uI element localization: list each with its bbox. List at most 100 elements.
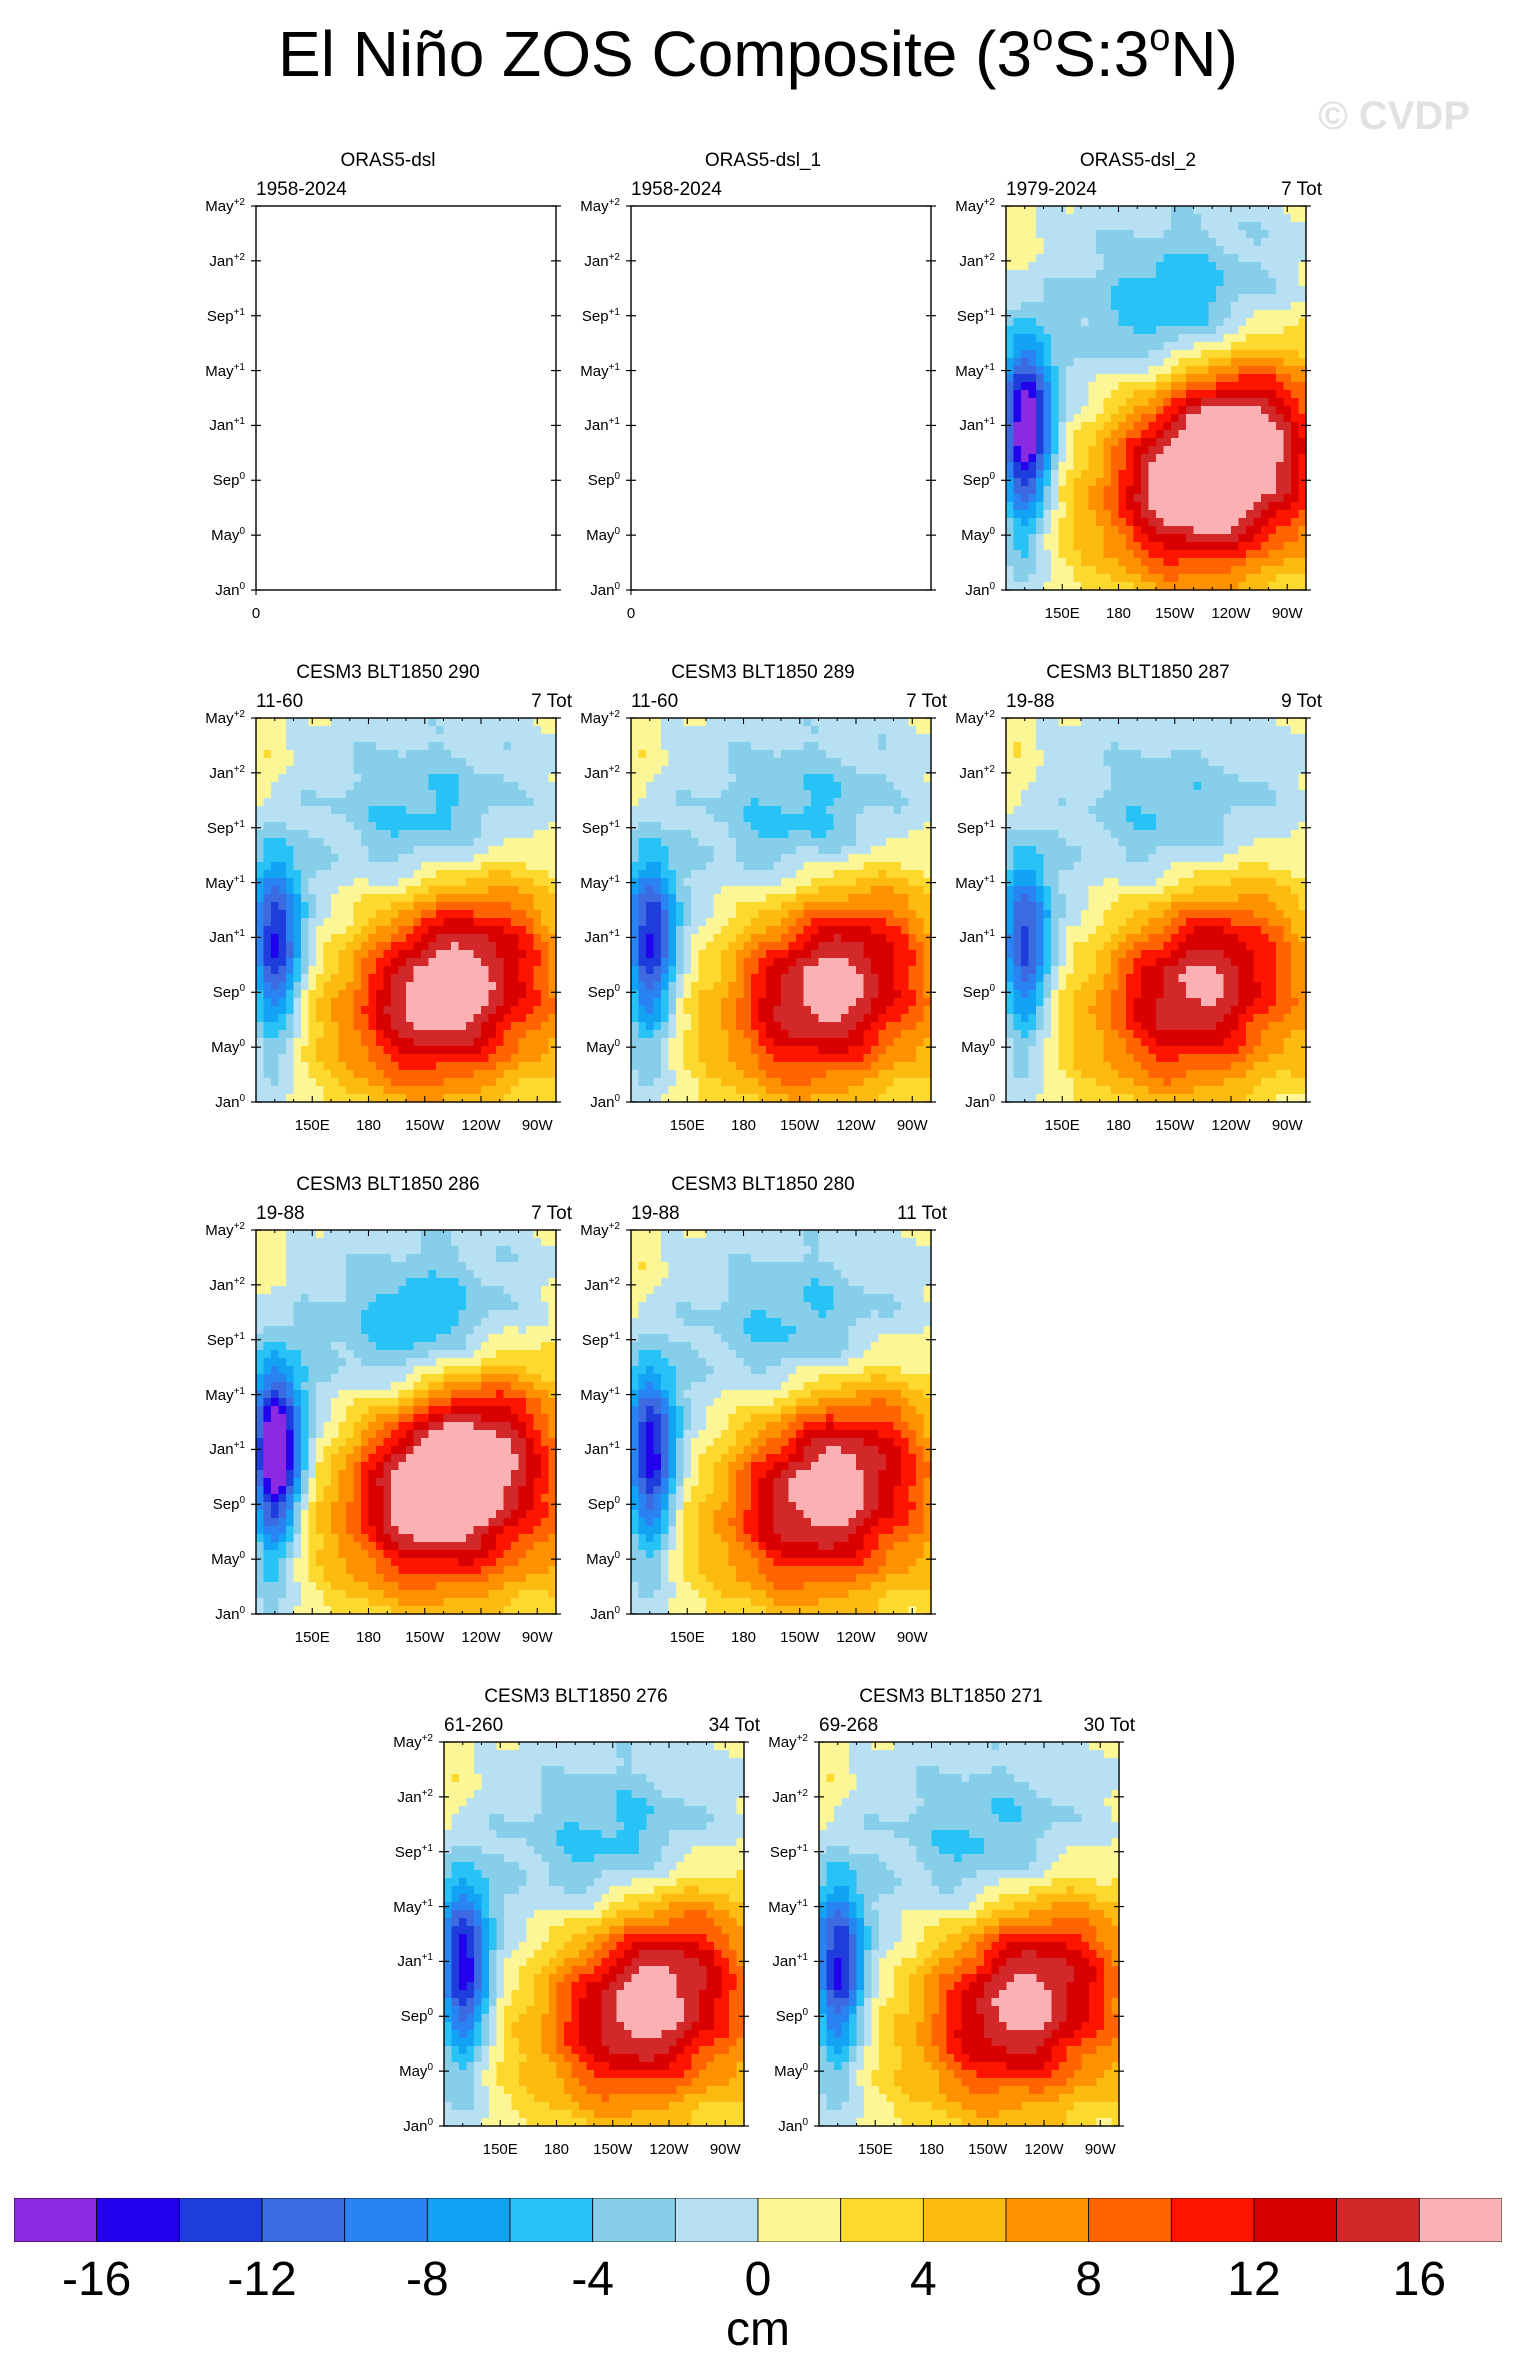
heatmap-cell: [361, 1070, 370, 1079]
heatmap-cell: [316, 814, 325, 823]
heatmap-cell: [323, 926, 332, 935]
heatmap-cell: [638, 790, 647, 799]
heatmap-cell: [308, 1014, 317, 1023]
heatmap-cell: [683, 750, 692, 759]
heatmap-cell: [758, 974, 767, 983]
heatmap-cell: [518, 998, 527, 1007]
heatmap-cell: [676, 790, 685, 799]
heatmap-cell: [1171, 374, 1180, 383]
heatmap-cell: [548, 798, 557, 807]
heatmap-cell: [721, 1086, 730, 1095]
heatmap-cell: [316, 806, 325, 815]
heatmap-cell: [518, 838, 527, 847]
heatmap-cell: [1148, 494, 1157, 503]
heatmap-cell: [1156, 222, 1165, 231]
heatmap-cell: [1081, 542, 1090, 551]
heatmap-cell: [1178, 470, 1187, 479]
heatmap-cell: [316, 910, 325, 919]
heatmap-cell: [1126, 494, 1135, 503]
heatmap-cell: [1231, 502, 1240, 511]
heatmap-cell: [1201, 406, 1210, 415]
heatmap-cell: [1103, 550, 1112, 559]
heatmap-cell: [1201, 358, 1210, 367]
heatmap-cell: [706, 830, 715, 839]
heatmap-cell: [436, 1022, 445, 1031]
heatmap-cell: [1208, 398, 1217, 407]
heatmap-cell: [1193, 534, 1202, 543]
heatmap-cell: [316, 1046, 325, 1055]
heatmap-cell: [1088, 238, 1097, 247]
heatmap-cell: [526, 1038, 535, 1047]
x-tick-label: 120W: [1211, 605, 1251, 622]
heatmap-cell: [331, 814, 340, 823]
heatmap-cell: [323, 718, 332, 727]
heatmap-cell: [1163, 486, 1172, 495]
heatmap-cell: [1298, 374, 1307, 383]
heatmap-cell: [511, 1022, 520, 1031]
heatmap-cell: [1208, 566, 1217, 575]
heatmap-cell: [728, 1046, 737, 1055]
heatmap-cell: [361, 790, 370, 799]
heatmap-cell: [1171, 310, 1180, 319]
heatmap-cell: [391, 926, 400, 935]
heatmap-cell: [443, 742, 452, 751]
heatmap-cell: [526, 982, 535, 991]
heatmap-cell: [1193, 254, 1202, 263]
heatmap-cell: [1231, 334, 1240, 343]
heatmap-cell: [451, 806, 460, 815]
heatmap-cell: [316, 1062, 325, 1071]
heatmap-cell: [1291, 510, 1300, 519]
heatmap-cell: [1043, 318, 1052, 327]
heatmap-cell: [323, 1014, 332, 1023]
heatmap-cell: [368, 950, 377, 959]
heatmap-cell: [263, 990, 272, 999]
heatmap-cell: [1058, 454, 1067, 463]
heatmap-cell: [1133, 334, 1142, 343]
heatmap-cell: [466, 1030, 475, 1039]
heatmap-cell: [518, 1054, 527, 1063]
heatmap-cell: [698, 918, 707, 927]
heatmap-cell: [436, 998, 445, 1007]
heatmap-cell: [1216, 342, 1225, 351]
heatmap-cell: [1118, 262, 1127, 271]
heatmap-cell: [683, 734, 692, 743]
heatmap-cell: [526, 1006, 535, 1015]
heatmap-cell: [1081, 446, 1090, 455]
heatmap-cell: [683, 1054, 692, 1063]
heatmap-cell: [421, 782, 430, 791]
heatmap-cell: [631, 870, 640, 879]
heatmap-cell: [256, 998, 265, 1007]
heatmap-cell: [668, 942, 677, 951]
heatmap-cell: [286, 742, 295, 751]
heatmap-cell: [548, 846, 557, 855]
heatmap-cell: [691, 838, 700, 847]
heatmap-cell: [1216, 390, 1225, 399]
heatmap-cell: [1238, 214, 1247, 223]
heatmap-cell: [1223, 542, 1232, 551]
heatmap-cell: [511, 1054, 520, 1063]
heatmap-cell: [526, 822, 535, 831]
heatmap-cell: [1276, 542, 1285, 551]
heatmap-cell: [758, 870, 767, 879]
heatmap-cell: [391, 1070, 400, 1079]
heatmap-cell: [1298, 454, 1307, 463]
heatmap-cell: [376, 942, 385, 951]
heatmap-cell: [1276, 414, 1285, 423]
heatmap-cell: [346, 790, 355, 799]
heatmap-cell: [1013, 254, 1022, 263]
heatmap-cell: [1276, 254, 1285, 263]
heatmap-cell: [766, 766, 775, 775]
heatmap-cell: [1103, 494, 1112, 503]
heatmap-cell: [721, 798, 730, 807]
heatmap-cell: [443, 766, 452, 775]
heatmap-cell: [1013, 486, 1022, 495]
heatmap-cell: [406, 998, 415, 1007]
heatmap-cell: [1088, 390, 1097, 399]
heatmap-cell: [1178, 478, 1187, 487]
heatmap-cell: [751, 902, 760, 911]
heatmap-cell: [256, 862, 265, 871]
heatmap-cell: [1268, 550, 1277, 559]
heatmap-cell: [1148, 566, 1157, 575]
heatmap-cell: [1081, 550, 1090, 559]
heatmap-cell: [1141, 318, 1150, 327]
